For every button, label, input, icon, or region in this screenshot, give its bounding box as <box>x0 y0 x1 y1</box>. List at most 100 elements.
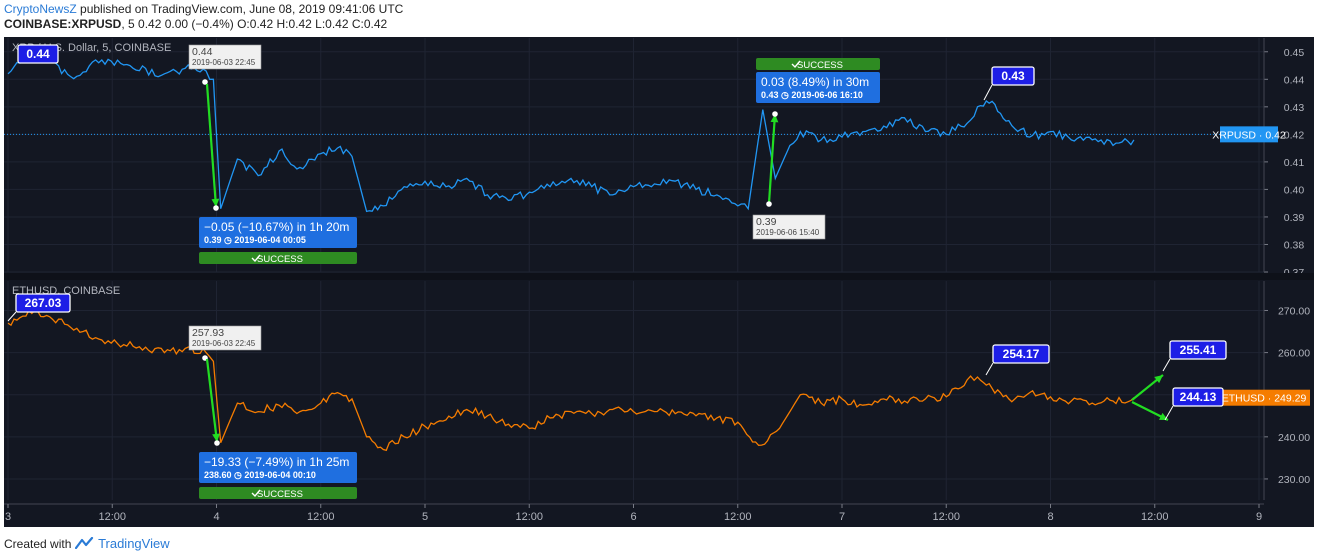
eth-drop-status-label: SUCCESS <box>257 489 303 500</box>
xtick-label: 12:00 <box>515 511 543 523</box>
xrp-note-rise-start-box <box>752 214 826 240</box>
xrp-ytick-label: 0.41 <box>1284 157 1305 169</box>
xtick-label: 12:00 <box>724 511 752 523</box>
created-with-text: Created with <box>4 537 72 551</box>
eth-note-start-box <box>188 325 262 351</box>
xrp-drop-status-label: SUCCESS <box>257 254 303 265</box>
xtick-label: 3 <box>5 511 11 523</box>
xrp-series-line <box>7 53 1135 213</box>
xrp-rise-status-check-icon <box>791 60 801 69</box>
xrp-peak-price-tag-value: 0.43 <box>1001 69 1025 83</box>
xrp-last-price-label: XRPUSD · 0.42 <box>1212 129 1286 141</box>
xrp-drop-measure-sub: 0.39 ◷ 2019-06-04 00:05 <box>204 235 306 245</box>
xrp-rise-end-dot <box>772 111 778 117</box>
xrp-pane[interactable]: 0.450.440.430.420.410.400.390.380.37XRP … <box>4 38 1304 279</box>
xrp-drop-end-dot <box>213 205 219 211</box>
xrp-drop-status-check-icon <box>251 254 261 263</box>
eth-drop-status-bar <box>199 487 357 499</box>
eth-ytick-label: 260.00 <box>1278 348 1310 360</box>
tradingview-brand[interactable]: TradingView <box>98 536 170 551</box>
time-axis: 3 12:00 4 12:00 5 12:00 6 12:00 7 12:00 8 12:00 9 <box>4 273 1314 523</box>
eth-up-target-leader <box>1162 358 1171 372</box>
xrp-ytick-label: 0.43 <box>1284 102 1305 114</box>
xtick-label: 12:00 <box>1141 511 1169 523</box>
footer: Created with TradingView <box>4 536 170 552</box>
xrp-rise-measure-title: 0.03 (8.49%) in 30m <box>761 75 869 89</box>
xrp-rise-start-dot <box>766 201 772 207</box>
eth-note-start-value: 257.93 <box>192 327 224 339</box>
eth-note-start-time: 2019-06-03 22:45 <box>192 339 256 348</box>
eth-drop-measure-sub: 238.60 ◷ 2019-06-04 00:10 <box>204 470 316 480</box>
xtick-label: 5 <box>422 511 428 523</box>
xtick-label: 9 <box>1256 511 1262 523</box>
chart-header: CryptoNewsZ published on TradingView.com… <box>4 2 403 32</box>
xrp-note-start-dot <box>202 79 208 85</box>
xrp-peak-leader <box>983 84 993 101</box>
xrp-drop-measure-box <box>199 217 357 248</box>
eth-start-price-tag-box <box>15 293 71 313</box>
xrp-note-rise-start-value: 0.39 <box>756 216 777 228</box>
eth-down-target-tag-value: 244.13 <box>1180 390 1217 404</box>
xrp-rise-status-bar <box>756 58 880 70</box>
xrp-start-price-tag-value: 0.44 <box>26 47 50 61</box>
xrp-ytick-label: 0.39 <box>1284 212 1305 224</box>
eth-peak-price-tag-value: 254.17 <box>1003 347 1040 361</box>
eth-series-line <box>7 309 1135 452</box>
xrp-peak-price-tag-box <box>991 66 1035 86</box>
symbol-name: COINBASE:XRPUSD <box>4 17 122 31</box>
xrp-ytick-label: 0.38 <box>1284 239 1305 251</box>
xrp-note-start-value: 0.44 <box>192 46 213 58</box>
xrp-note-start-time: 2019-06-03 22:45 <box>192 58 256 67</box>
xrp-rise-measure-sub: 0.43 ◷ 2019-06-06 16:10 <box>761 90 863 100</box>
xtick-label: 12:00 <box>98 511 126 523</box>
eth-down-target-leader <box>1164 405 1174 421</box>
eth-ytick-label: 240.00 <box>1278 432 1310 444</box>
xrp-ytick-label: 0.45 <box>1284 47 1305 59</box>
xrp-drop-arrow <box>205 83 218 208</box>
xrp-rise-status-label: SUCCESS <box>797 60 843 71</box>
pane-divider <box>4 273 1314 280</box>
xtick-label: 6 <box>630 511 636 523</box>
eth-up-target-tag-box <box>1169 340 1227 360</box>
xtick-label: 12:00 <box>932 511 960 523</box>
eth-drop-measure-title: −19.33 (−7.49%) in 1h 25m <box>204 455 349 469</box>
eth-peak-price-tag-box <box>992 344 1050 364</box>
xrp-rise-arrow-head <box>770 114 779 123</box>
eth-start-leader <box>7 311 17 322</box>
xrp-ytick-label: 0.44 <box>1284 74 1305 86</box>
eth-drop-arrow-head <box>212 433 220 442</box>
eth-peak-leader <box>985 362 994 376</box>
xrp-last-price-badge <box>1220 126 1278 143</box>
xrp-drop-measure-title: −0.05 (−10.67%) in 1h 20m <box>204 220 349 234</box>
eth-start-price-tag-value: 267.03 <box>25 296 62 310</box>
eth-ytick-label: 230.00 <box>1278 474 1310 486</box>
eth-drop-end-dot <box>214 440 220 446</box>
xrp-note-rise-start-time: 2019-06-06 15:40 <box>756 228 820 237</box>
xrp-drop-arrow-head <box>211 198 220 207</box>
tradingview-logo-icon <box>74 537 95 552</box>
xtick-label: 7 <box>839 511 845 523</box>
xtick-label: 4 <box>213 511 219 523</box>
publisher-link[interactable]: CryptoNewsZ <box>4 2 77 16</box>
eth-up-projection-arrow-head <box>1154 375 1163 384</box>
xtick-label: 8 <box>1047 511 1053 523</box>
xrp-ytick-label: 0.42 <box>1284 129 1305 141</box>
xrp-start-price-tag-box <box>17 44 59 64</box>
xrp-ytick-label: 0.40 <box>1284 184 1305 196</box>
eth-last-price-badge <box>1218 389 1310 406</box>
published-text: published on TradingView.com, June 08, 2… <box>76 2 404 16</box>
eth-drop-status-check-icon <box>251 489 261 498</box>
eth-drop-measure-box <box>199 452 357 483</box>
eth-up-target-tag-value: 255.41 <box>1180 343 1217 357</box>
xrp-rise-arrow <box>767 113 777 204</box>
ohlc-values: , 5 0.42 0.00 (−0.4%) O:0.42 H:0.42 L:0.… <box>121 17 388 31</box>
chart-background <box>4 37 1314 527</box>
publish-line: CryptoNewsZ published on TradingView.com… <box>4 2 403 17</box>
xrp-drop-status-bar <box>199 252 357 264</box>
eth-ytick-label: 270.00 <box>1278 305 1310 317</box>
xrp-rise-measure-box <box>756 72 880 103</box>
xrp-note-start-box <box>188 44 262 70</box>
xtick-label: 12:00 <box>307 511 335 523</box>
